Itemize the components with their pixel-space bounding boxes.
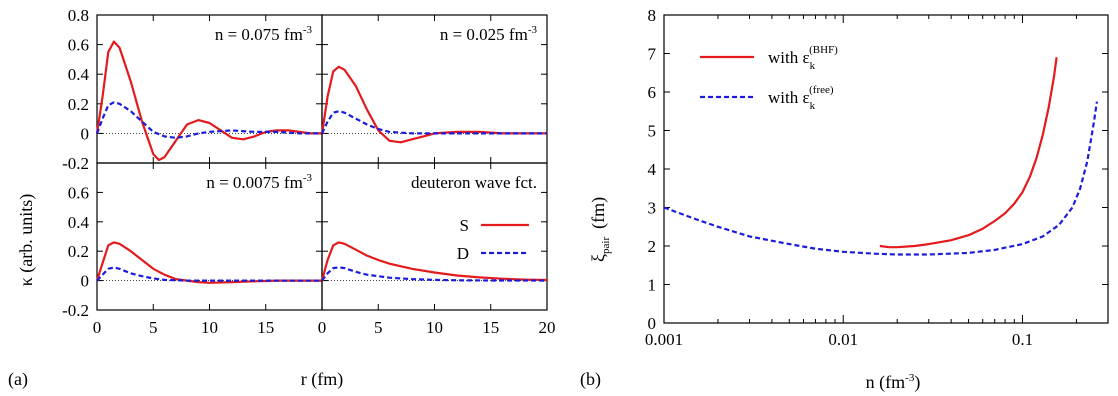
right-x-axis-label-main: n (fm	[866, 372, 906, 393]
series-line-red	[879, 57, 1058, 249]
y-tick-label: 1	[648, 276, 657, 295]
left-y-axis-label: κ (arb. units)	[16, 194, 37, 287]
panel-title: n = 0.025 fm-3	[440, 24, 538, 44]
y-tick-label: 7	[648, 45, 657, 64]
y-tick-label: 5	[648, 122, 657, 141]
x-tick-label: 10	[201, 318, 218, 337]
legend-label-text: with ε	[768, 88, 810, 107]
right-x-axis-label-sup: -3	[905, 372, 915, 384]
panel-label-a: (a)	[8, 369, 28, 390]
legend-label: S	[460, 216, 469, 235]
series-line-red	[320, 65, 547, 144]
y-tick-label: -0.2	[62, 154, 89, 173]
y-tick-label: 2	[648, 237, 657, 256]
x-tick-label: 5	[374, 318, 383, 337]
series-line-blue	[321, 266, 548, 282]
series-line-blue	[663, 101, 1098, 256]
y-tick-label: 0.4	[68, 65, 90, 84]
y-tick-label: 0.2	[68, 242, 89, 261]
panel-title-text: n = 0.075 fm	[215, 25, 303, 44]
panel-title-sup: -3	[303, 24, 313, 36]
series-line-blue	[321, 110, 547, 135]
x-tick-label: 20	[539, 318, 556, 337]
y-tick-label: 0.8	[68, 6, 89, 25]
y-tick-label: 8	[648, 6, 657, 25]
x-tick-label: 15	[482, 318, 499, 337]
right-x-axis-label: n (fm-3)	[866, 372, 921, 393]
panel-label-b: (b)	[580, 369, 601, 390]
panel-title: n = 0.0075 fm-3	[206, 172, 312, 192]
x-tick-label: 0	[318, 318, 327, 337]
y-tick-label: 0.4	[68, 213, 90, 232]
right-y-axis-label-main: ξ	[588, 254, 608, 262]
right-y-axis-label: ξpair (fm)	[588, 197, 612, 262]
right-x-axis-label-close: )	[914, 372, 920, 393]
x-tick-label: 15	[257, 318, 274, 337]
y-tick-label: -0.2	[62, 301, 89, 320]
x-tick-label: 0	[93, 318, 102, 337]
panel-title-text: n = 0.025 fm	[440, 25, 528, 44]
x-tick-label: 10	[426, 318, 443, 337]
y-tick-label: 0	[81, 272, 90, 291]
x-tick-label: 5	[149, 318, 158, 337]
legend-label-sub: k	[810, 60, 816, 72]
panel-3: 0.60.40.20-0.20 5 10 15n = 0.0075 fm-3	[62, 162, 323, 337]
series-line-blue	[95, 101, 322, 139]
y-tick-label: 0	[648, 314, 657, 333]
panel-2: n = 0.025 fm-3	[320, 14, 548, 164]
series-line-red	[95, 241, 322, 284]
y-tick-label: 0.6	[68, 36, 89, 55]
panel-title-text: n = 0.0075 fm	[206, 173, 302, 192]
series-line-red	[320, 241, 548, 282]
panel-4: 0 5 10 15 20 deuteron wave fct. SD	[318, 162, 556, 337]
right-y-axis-label-unit: (fm)	[588, 197, 609, 229]
x-tick-label: 0.001	[645, 330, 683, 349]
y-tick-label: 3	[648, 199, 657, 218]
x-tick-label: 0.1	[1012, 330, 1033, 349]
legend-label: D	[457, 244, 469, 263]
panel-title-text: deuteron wave fct.	[411, 173, 537, 192]
legend-label-sup: (free)	[809, 84, 834, 96]
plots-layer: 0.80.60.40.20-0.2n = 0.075 fm-3 n = 0.025…	[62, 6, 1109, 349]
y-tick-label: 0.2	[68, 95, 89, 114]
legend-label-sup: (BHF)	[809, 44, 838, 56]
y-tick-label: 0	[81, 124, 90, 143]
y-tick-label: 4	[648, 160, 657, 179]
series-line-red	[95, 40, 322, 162]
right-y-axis-label-sub: pair	[600, 237, 612, 254]
x-tick-label: 0.01	[828, 330, 858, 349]
panel-1: 0.8 0.6 0.4 0.2 0 -0.2 n = 0.075 fm-3	[62, 6, 323, 173]
legend-label: with εk (free)	[768, 84, 834, 112]
panel-title: n = 0.075 fm-3	[215, 24, 313, 44]
panel-title-sup: -3	[303, 172, 313, 184]
legend-label-text: with ε	[768, 48, 810, 67]
panel-title: deuteron wave fct.	[411, 173, 537, 192]
y-tick-label: 0.6	[68, 183, 89, 202]
y-tick-label: 6	[648, 83, 657, 102]
legend-label-sub: k	[810, 100, 816, 112]
legend-label: with εk (BHF)	[768, 44, 838, 72]
series-line-blue	[96, 266, 322, 282]
panel-frame	[663, 14, 1109, 324]
panel-title-sup: -3	[528, 24, 538, 36]
left-x-axis-label: r (fm)	[301, 369, 343, 390]
